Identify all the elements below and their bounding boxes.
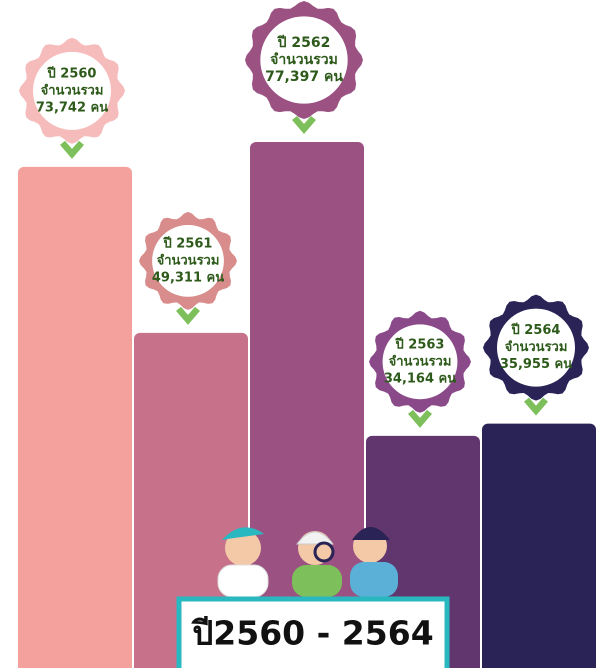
illustration (218, 527, 398, 597)
value-label: 77,397 คน (265, 69, 343, 85)
badge-caption: จำนวนรวม (270, 52, 338, 68)
badge-year: ปี 2563 (394, 336, 444, 352)
badge-year: ปี 2560 (46, 65, 96, 81)
kid-body (292, 565, 342, 597)
badge-caption: จำนวนรวม (157, 252, 220, 268)
value-label: 49,311 คน (152, 270, 224, 285)
badge-caption: จำนวนรวม (389, 353, 452, 369)
badge-year: ปี 2564 (510, 322, 560, 338)
kid-body (218, 565, 268, 597)
badge-caption: จำนวนรวม (41, 82, 104, 98)
bar (482, 424, 596, 668)
badge-year: ปี 2561 (162, 235, 212, 251)
value-label: 73,742 คน (36, 100, 108, 115)
kid-body (350, 562, 398, 597)
badge-caption: จำนวนรวม (505, 339, 568, 355)
bar (18, 167, 132, 668)
chart: ปี 2560จำนวนรวม73,742 คนปี 2561จำนวนรวม4… (0, 0, 598, 668)
value-label: 34,164 คน (384, 371, 456, 386)
chart-title: ปี2560 - 2564 (191, 614, 434, 653)
badge-year: ปี 2562 (276, 35, 330, 51)
value-label: 35,955 คน (500, 357, 572, 372)
